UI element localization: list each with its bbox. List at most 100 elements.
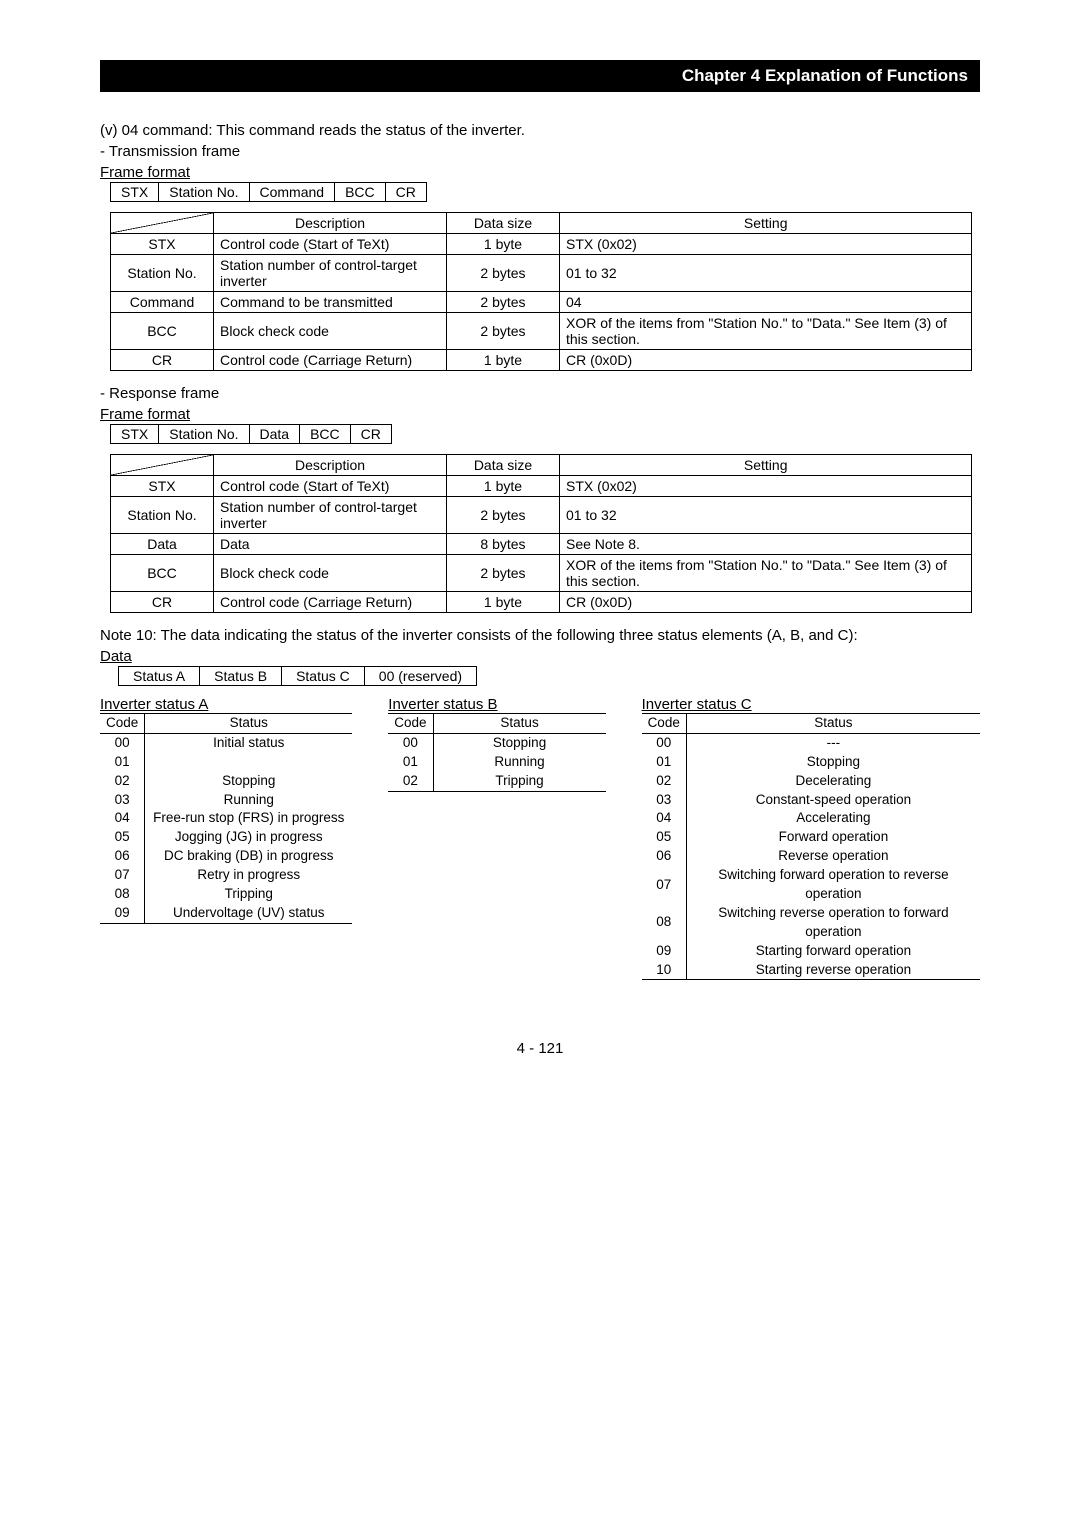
intro-line-1: (v) 04 command: This command reads the s… bbox=[100, 122, 980, 139]
rx-frame-cell: STX bbox=[111, 425, 159, 444]
code: 00 bbox=[388, 733, 433, 752]
code: 09 bbox=[100, 904, 145, 923]
status: Decelerating bbox=[686, 772, 980, 791]
cell: XOR of the items from "Station No." to "… bbox=[560, 313, 972, 350]
status-header: Status bbox=[433, 714, 606, 734]
status-b-block: Inverter status B CodeStatus 00Stopping … bbox=[388, 696, 605, 792]
rx-frame-table: STX Station No. Data BCC CR bbox=[110, 424, 392, 444]
cell: 2 bytes bbox=[447, 255, 560, 292]
cell: 2 bytes bbox=[447, 555, 560, 592]
code: 09 bbox=[642, 942, 687, 961]
status: Stopping bbox=[433, 733, 606, 752]
cell: Control code (Carriage Return) bbox=[214, 350, 447, 371]
code: 06 bbox=[100, 847, 145, 866]
cell: Control code (Start of TeXt) bbox=[214, 476, 447, 497]
status: Forward operation bbox=[686, 828, 980, 847]
tx-frame-cell: BCC bbox=[335, 183, 386, 202]
cell: Station No. bbox=[111, 255, 214, 292]
cell: Control code (Start of TeXt) bbox=[214, 234, 447, 255]
cell: Data bbox=[214, 534, 447, 555]
size-header: Data size bbox=[447, 455, 560, 476]
cell: 8 bytes bbox=[447, 534, 560, 555]
cell: Station No. bbox=[111, 497, 214, 534]
cell: See Note 8. bbox=[560, 534, 972, 555]
cell: CR (0x0D) bbox=[560, 350, 972, 371]
size-header: Data size bbox=[447, 213, 560, 234]
tx-desc-table: Description Data size Setting STXControl… bbox=[110, 212, 972, 371]
cell: 1 byte bbox=[447, 592, 560, 613]
code: 04 bbox=[100, 809, 145, 828]
intro-line-2: - Transmission frame bbox=[100, 143, 980, 160]
code: 10 bbox=[642, 961, 687, 980]
cell: 1 byte bbox=[447, 234, 560, 255]
code-header: Code bbox=[642, 714, 687, 734]
cell: Command bbox=[111, 292, 214, 313]
tx-frame-cell: Command bbox=[249, 183, 335, 202]
data-frame-table: Status A Status B Status C 00 (reserved) bbox=[118, 666, 477, 686]
cell: 1 byte bbox=[447, 350, 560, 371]
note-10: Note 10: The data indicating the status … bbox=[100, 627, 980, 644]
status: Tripping bbox=[433, 772, 606, 791]
code: 02 bbox=[642, 772, 687, 791]
cell: STX (0x02) bbox=[560, 234, 972, 255]
status-b-table: CodeStatus 00Stopping 01Running 02Trippi… bbox=[388, 713, 605, 792]
status-c-table: CodeStatus 00--- 01Stopping 02Decelerati… bbox=[642, 713, 980, 980]
status: Starting forward operation bbox=[686, 942, 980, 961]
status-c-title: Inverter status C bbox=[642, 696, 980, 713]
code: 01 bbox=[388, 753, 433, 772]
status: Switching forward operation to reverse o… bbox=[686, 866, 980, 904]
status: Retry in progress bbox=[145, 866, 353, 885]
cell: STX (0x02) bbox=[560, 476, 972, 497]
status: Starting reverse operation bbox=[686, 961, 980, 980]
cell: Station number of control-target inverte… bbox=[214, 255, 447, 292]
cell: BCC bbox=[111, 313, 214, 350]
page-container: Chapter 4 Explanation of Functions (v) 0… bbox=[0, 0, 1080, 1097]
status-a-title: Inverter status A bbox=[100, 696, 352, 713]
status-b-title: Inverter status B bbox=[388, 696, 605, 713]
rx-line-1: - Response frame bbox=[100, 385, 980, 402]
setting-header: Setting bbox=[560, 455, 972, 476]
cell: 1 byte bbox=[447, 476, 560, 497]
status: Initial status bbox=[145, 733, 353, 752]
status: Jogging (JG) in progress bbox=[145, 828, 353, 847]
status: Reverse operation bbox=[686, 847, 980, 866]
chapter-header: Chapter 4 Explanation of Functions bbox=[100, 60, 980, 92]
cell: STX bbox=[111, 234, 214, 255]
desc-header: Description bbox=[214, 213, 447, 234]
setting-header: Setting bbox=[560, 213, 972, 234]
status: Switching reverse operation to forward o… bbox=[686, 904, 980, 942]
code: 00 bbox=[642, 733, 687, 752]
code: 03 bbox=[642, 791, 687, 810]
tx-frame-cell: STX bbox=[111, 183, 159, 202]
diag-header bbox=[111, 455, 214, 476]
data-label: Data bbox=[100, 648, 980, 665]
page-number: 4 - 121 bbox=[100, 1040, 980, 1057]
status: Constant-speed operation bbox=[686, 791, 980, 810]
cell: 2 bytes bbox=[447, 313, 560, 350]
cell: Data bbox=[111, 534, 214, 555]
status: Running bbox=[145, 791, 353, 810]
code: 07 bbox=[100, 866, 145, 885]
tx-frame-cell: CR bbox=[385, 183, 426, 202]
cell: 01 to 32 bbox=[560, 497, 972, 534]
desc-header: Description bbox=[214, 455, 447, 476]
code: 08 bbox=[642, 904, 687, 942]
status bbox=[145, 753, 353, 772]
status-tables-row: Inverter status A CodeStatus 00Initial s… bbox=[100, 696, 980, 980]
code: 01 bbox=[642, 753, 687, 772]
status-c-block: Inverter status C CodeStatus 00--- 01Sto… bbox=[642, 696, 980, 980]
cell: STX bbox=[111, 476, 214, 497]
code: 05 bbox=[100, 828, 145, 847]
cell: BCC bbox=[111, 555, 214, 592]
code: 00 bbox=[100, 733, 145, 752]
code: 05 bbox=[642, 828, 687, 847]
cell: Station number of control-target inverte… bbox=[214, 497, 447, 534]
cell: 2 bytes bbox=[447, 292, 560, 313]
status: Undervoltage (UV) status bbox=[145, 904, 353, 923]
status-header: Status bbox=[145, 714, 353, 734]
code: 01 bbox=[100, 753, 145, 772]
status-a-block: Inverter status A CodeStatus 00Initial s… bbox=[100, 696, 352, 924]
cell: Command to be transmitted bbox=[214, 292, 447, 313]
status: Running bbox=[433, 753, 606, 772]
code: 07 bbox=[642, 866, 687, 904]
